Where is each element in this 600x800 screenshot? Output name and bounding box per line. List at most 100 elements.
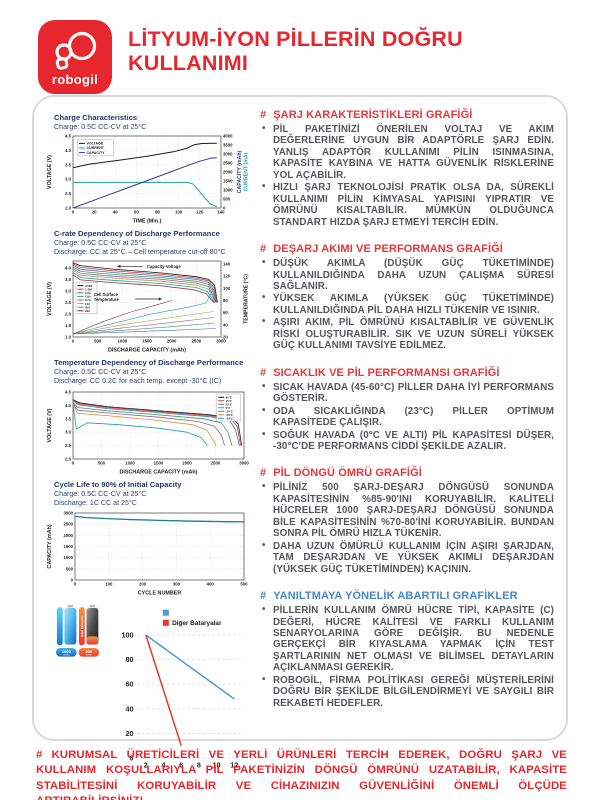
chart-subtitle: Discharge: 1C CC at 25°C	[54, 498, 137, 507]
svg-text:80: 80	[223, 298, 228, 303]
badge-1000-unit: dolum	[63, 655, 69, 657]
svg-text:2000: 2000	[182, 460, 192, 465]
svg-text:0: 0	[72, 460, 75, 465]
charge-characteristics-figure: Charge Characteristics Charge: 0.5C CC-C…	[46, 113, 250, 224]
svg-text:120: 120	[223, 274, 231, 279]
svg-text:60: 60	[134, 210, 139, 215]
svg-text:4000: 4000	[223, 134, 233, 139]
svg-text:4.5: 4.5	[65, 134, 72, 139]
svg-text:CAPACITY (mAh): CAPACITY (mAh)	[237, 151, 243, 194]
svg-text:13A: 13A	[85, 302, 90, 306]
page-title-line1: LİTYUM-İYON PİLLERİN DOĞRU	[128, 27, 463, 51]
svg-text:400: 400	[207, 581, 215, 586]
temperature-discharge-chart: 2.0 2.5 3.0 3.5 4.0 4.5 0 500 1000 1500 2000 2500 30…	[46, 387, 250, 475]
section-title: # DEŞARJ AKIMI VE PERFORMANS GRAFİĞİ	[260, 243, 503, 256]
chart-title: C-rate Dependency of Discharge Performan…	[54, 229, 220, 239]
svg-text:3000: 3000	[223, 152, 233, 157]
svg-text:100: 100	[223, 286, 231, 291]
svg-text:0: 0	[71, 577, 74, 582]
bullet-list: PİLİNİZ 500 ŞARJ-DEŞARJ DÖNGÜSÜ SONUNDA …	[260, 481, 554, 575]
svg-text:3000: 3000	[239, 460, 249, 465]
svg-text:1500: 1500	[142, 339, 152, 344]
badge-200	[78, 648, 100, 657]
svg-text:Temperature: Temperature	[94, 298, 120, 303]
svg-text:500: 500	[240, 581, 248, 586]
svg-text:DISCHARGE CAPACITY (mAh): DISCHARGE CAPACITY (mAh)	[108, 348, 186, 354]
svg-text:CURRENT (mA): CURRENT (mA)	[244, 153, 250, 192]
bullet-list: DÜŞÜK AKIMLA (DÜŞÜK GÜÇ TÜKETİMİNDE) KUL…	[260, 257, 554, 352]
svg-text:0: 0	[72, 210, 75, 215]
svg-text:60°C: 60°C	[226, 395, 232, 399]
bullet: YÜKSEK AKIMLA (YÜKSEK GÜÇ TÜKETİMİNDE) K…	[260, 292, 554, 316]
svg-text:3500: 3500	[223, 143, 233, 148]
chart-subtitle: Charge: 0.5C CC-CV at 25°C	[54, 238, 147, 247]
svg-text:2000: 2000	[63, 533, 73, 538]
svg-text:2: 2	[144, 760, 148, 769]
svg-text:10: 10	[213, 760, 221, 769]
svg-text:1000: 1000	[118, 339, 128, 344]
svg-text:100: 100	[175, 210, 183, 215]
svg-text:500: 500	[223, 197, 231, 202]
svg-text:TEMPERATURE (°C): TEMPERATURE (°C)	[244, 274, 250, 324]
bullet: ROBOGİL, FİRMA POLİTİKASI GEREĞİ MÜŞTERİ…	[260, 674, 554, 709]
svg-text:0°C: 0°C	[226, 406, 231, 410]
chart-subtitle: Charge: 0.5C CC-CV at 25°C	[54, 122, 147, 131]
bullet: PİLLERİN KULLANIM ÖMRÜ HÜCRE TİPİ, KAPAS…	[260, 604, 554, 674]
svg-text:20: 20	[92, 210, 97, 215]
battery-comparison: Diğer Bataryalar 1000 dolum 200 dolum 0 2…	[46, 604, 250, 777]
bullet-list: PİL PAKETİNİZİ ÖNERİLEN VOLTAJ VE AKIM D…	[260, 123, 554, 228]
bullet-list: PİLLERİN KULLANIM ÖMRÜ HÜCRE TİPİ, KAPAS…	[260, 604, 554, 709]
svg-text:-20°C: -20°C	[226, 413, 233, 417]
chart-subtitle: Discharge: CC at 25°C – Cell temperature…	[54, 248, 226, 257]
orange-pill	[78, 607, 85, 646]
svg-text:200: 200	[139, 581, 147, 586]
svg-text:12: 12	[230, 760, 238, 769]
svg-text:45°C: 45°C	[226, 399, 232, 403]
svg-text:40: 40	[223, 323, 228, 328]
svg-text:2000: 2000	[223, 170, 233, 175]
svg-text:TIME (Min.): TIME (Min.)	[133, 219, 162, 225]
svg-text:3.0: 3.0	[65, 289, 72, 294]
svg-text:100: 100	[105, 581, 113, 586]
svg-text:1500: 1500	[63, 544, 73, 549]
svg-text:2000: 2000	[167, 339, 177, 344]
charts-column: Charge Characteristics Charge: 0.5C CC-C…	[40, 109, 250, 769]
svg-text:100: 100	[122, 630, 134, 639]
svg-text:20: 20	[126, 729, 134, 738]
badge-1000-value: 1000	[62, 649, 72, 654]
svg-text:3000: 3000	[63, 510, 73, 515]
svg-text:2500: 2500	[63, 522, 73, 527]
hash-icon: #	[260, 366, 267, 379]
section-misleading-charts: #YANILTMAYA YÖNELİK ABARTILI GRAFİKLER P…	[260, 590, 554, 709]
svg-text:40: 40	[126, 704, 134, 713]
svg-text:4.0: 4.0	[65, 403, 72, 408]
svg-text:40: 40	[113, 210, 118, 215]
svg-text:VOLTAGE: VOLTAGE	[86, 142, 103, 146]
hash-icon: #	[260, 243, 267, 256]
dark-battery-fill	[86, 608, 99, 645]
svg-text:6: 6	[179, 760, 183, 769]
svg-text:500: 500	[94, 339, 102, 344]
logo-wordmark: robogil	[51, 72, 99, 87]
svg-text:Cell Surface: Cell Surface	[94, 292, 119, 297]
svg-text:3.0: 3.0	[65, 429, 72, 434]
svg-text:1500: 1500	[223, 179, 233, 184]
svg-text:500: 500	[66, 566, 74, 571]
text-column: #ŞARJ KARAKTERİSTİKLERİ GRAFİĞİ PİL PAKE…	[250, 109, 558, 733]
svg-text:0: 0	[72, 339, 75, 344]
svg-text:2.5: 2.5	[65, 191, 72, 196]
svg-text:3.5: 3.5	[65, 162, 72, 167]
chart-subtitle: Charge: 0.5C CC-CV at 25°C	[54, 489, 147, 498]
svg-text:VOLTAGE (V): VOLTAGE (V)	[47, 408, 53, 442]
svg-text:-30°C: -30°C	[226, 416, 233, 420]
svg-text:0: 0	[130, 754, 134, 763]
svg-text:29A: 29A	[85, 309, 90, 313]
svg-text:4.5: 4.5	[65, 389, 72, 394]
svg-text:2500: 2500	[192, 339, 202, 344]
robogil-logo-mark-icon	[55, 31, 97, 70]
svg-text:4.0: 4.0	[65, 148, 72, 153]
svg-text:1.0: 1.0	[65, 335, 72, 340]
svg-text:-10°C: -10°C	[226, 409, 233, 413]
svg-text:1000: 1000	[223, 188, 233, 193]
svg-text:20A: 20A	[85, 306, 90, 310]
